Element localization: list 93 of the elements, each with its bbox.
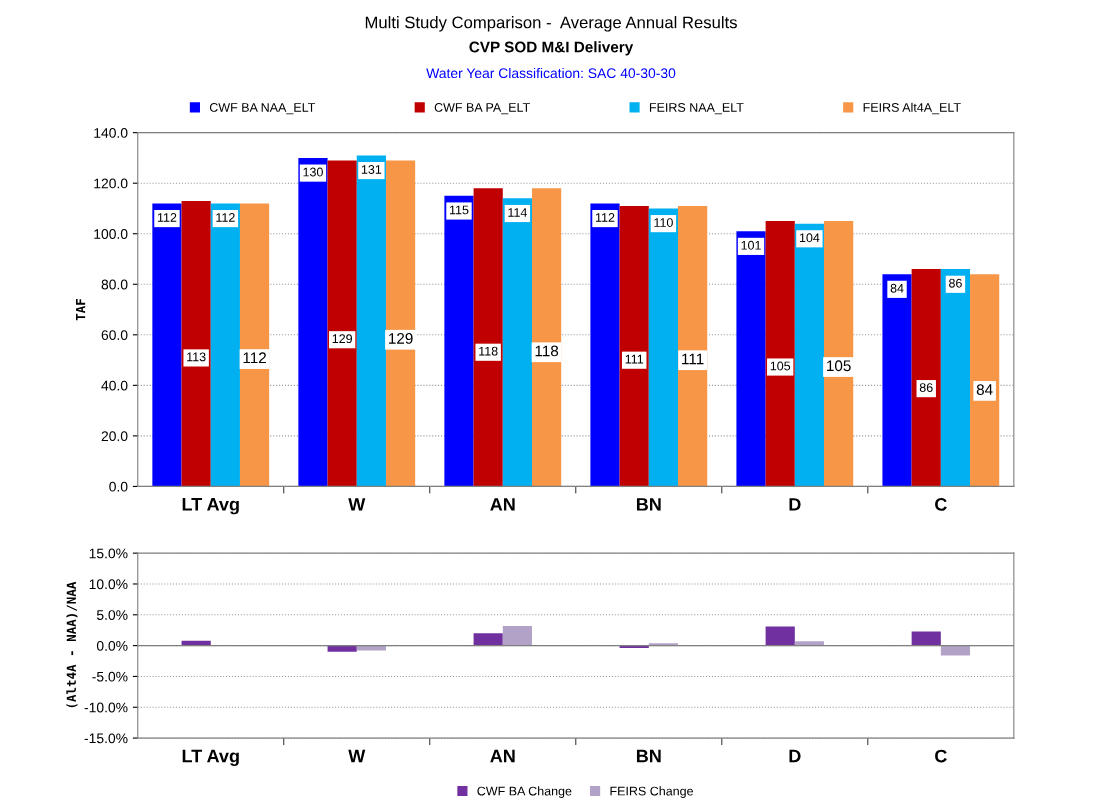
data-label: 112 (243, 352, 266, 364)
chart-subtitle: CVP SOD M&I Delivery (469, 41, 634, 56)
x-tick-label: AN (490, 498, 515, 511)
bar (473, 188, 503, 487)
chart-title: Multi Study Comparison - Average Annual Results (365, 16, 737, 32)
bar (765, 626, 795, 646)
y-tick-label: 20.0 (101, 431, 128, 442)
legend-label: CWF BA Change (477, 786, 572, 798)
data-label: 129 (389, 333, 413, 344)
bar (970, 274, 1000, 487)
bar (794, 223, 825, 487)
y-tick-label: 100.0 (94, 229, 128, 239)
data-label: 105 (827, 360, 851, 372)
data-label: 112 (157, 213, 177, 222)
x-tick-label: D (789, 749, 801, 763)
legend-label: FEIRS Alt4A_ELT (863, 102, 961, 115)
y-tick-label: 60.0 (101, 330, 128, 340)
bar (181, 200, 211, 487)
x-tick-label: W (348, 498, 366, 511)
y-axis-title: (Alt4A - NAA)/NAA (66, 581, 78, 708)
x-tick-label: LT Avg (182, 498, 239, 515)
data-label: 130 (303, 167, 323, 177)
data-label: 118 (479, 346, 498, 356)
data-label: 112 (216, 213, 235, 222)
bar (940, 645, 971, 656)
y-tick-label: 40.0 (101, 380, 128, 391)
y-tick-label: 10.0% (89, 579, 128, 590)
bar (911, 269, 941, 487)
bar (327, 160, 357, 487)
y-tick-label: 140.0 (94, 127, 128, 138)
bar (736, 231, 766, 487)
x-tick-label: BN (636, 498, 661, 511)
data-label: 84 (890, 283, 904, 293)
x-tick-label: BN (636, 749, 661, 763)
text: Water Year Classification: SAC 40-30-30 (426, 67, 676, 79)
bar (619, 205, 649, 487)
data-label: 86 (919, 383, 933, 392)
data-label: 105 (770, 361, 791, 371)
y-tick-label: 0.0% (96, 640, 128, 651)
y-axis-title: TAF (76, 298, 86, 321)
y-tick-label: -10.0% (84, 702, 128, 713)
bar (502, 198, 532, 487)
y-tick-label: 15.0% (89, 548, 128, 559)
bar (678, 205, 708, 487)
legend-label: FEIRS NAA_ELT (649, 103, 744, 115)
data-label: 112 (595, 213, 615, 222)
y-tick-label: 120.0 (94, 178, 128, 189)
bar (940, 269, 971, 487)
data-label: 111 (625, 354, 644, 364)
bar (590, 203, 620, 487)
bar (882, 274, 912, 487)
y-tick-label: -15.0% (84, 733, 128, 744)
data-label: 115 (449, 205, 469, 215)
bar (911, 631, 941, 646)
bar (210, 203, 240, 487)
data-label: 86 (949, 278, 962, 288)
data-label: 113 (187, 352, 206, 362)
bar (239, 203, 270, 487)
x-tick-label: AN (490, 749, 515, 763)
legend-label: CWF BA PA_ELT (434, 103, 530, 115)
bar (356, 155, 386, 487)
bar (356, 645, 386, 651)
x-tick-label: C (935, 498, 947, 511)
bar (648, 208, 679, 487)
x-tick-label: W (348, 749, 366, 763)
data-label: 101 (741, 240, 761, 250)
y-tick-label: 0.0 (109, 481, 128, 492)
data-label: 118 (535, 345, 559, 357)
y-tick-label: 80.0 (101, 279, 128, 290)
bar (824, 221, 854, 487)
data-label: 129 (332, 334, 353, 344)
legend-label: CWF BA NAA_ELT (209, 103, 316, 115)
bar (502, 625, 532, 646)
data-label: 131 (361, 165, 382, 174)
bar (444, 195, 474, 487)
legend-label: FEIRS Change (610, 786, 693, 798)
bar (531, 188, 562, 487)
bar (327, 645, 357, 652)
x-tick-label: C (935, 749, 947, 763)
bar (765, 221, 795, 487)
data-label: 104 (799, 233, 820, 243)
data-label: 111 (682, 353, 704, 365)
data-label: 84 (976, 384, 993, 396)
bar (152, 203, 182, 487)
bar (298, 157, 328, 487)
y-tick-label: 5.0% (96, 610, 128, 620)
data-label: 114 (508, 208, 527, 217)
data-label: 110 (654, 218, 673, 227)
x-tick-label: LT Avg (182, 749, 239, 767)
bar (473, 633, 503, 646)
x-tick-label: D (789, 498, 801, 511)
bar (385, 160, 416, 487)
y-tick-label: -5.0% (92, 671, 128, 682)
